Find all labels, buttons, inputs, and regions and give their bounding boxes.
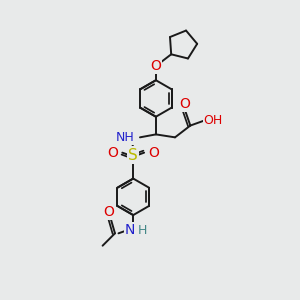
Text: O: O	[148, 146, 159, 160]
Text: O: O	[180, 98, 190, 111]
Text: O: O	[103, 205, 115, 218]
Text: O: O	[151, 59, 161, 73]
Text: O: O	[107, 146, 118, 160]
Text: N: N	[124, 224, 135, 237]
Text: OH: OH	[204, 114, 223, 127]
Text: NH: NH	[116, 131, 135, 144]
Text: H: H	[137, 224, 147, 237]
Text: S: S	[128, 148, 138, 163]
